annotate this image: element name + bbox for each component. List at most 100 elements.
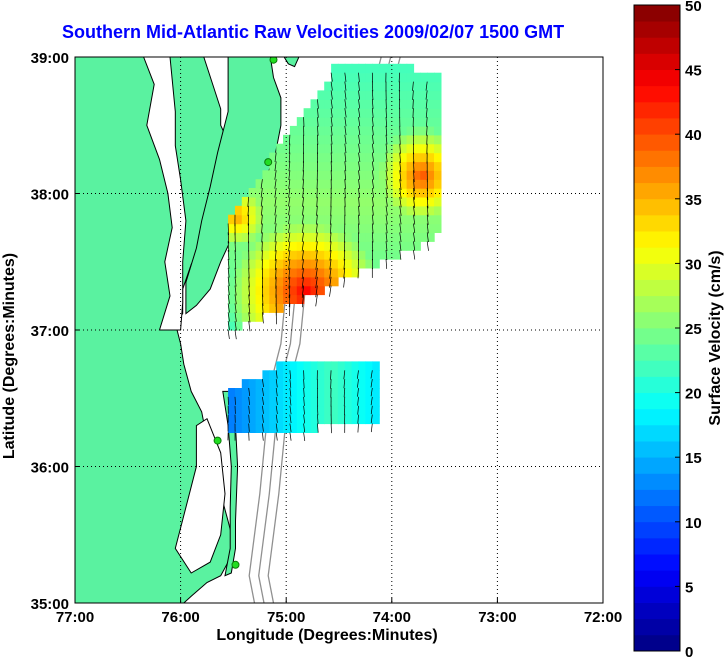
colorbar-segment xyxy=(634,441,680,458)
velocity-arrow xyxy=(358,143,361,153)
velocity-cell xyxy=(399,241,408,251)
velocity-arrow xyxy=(302,196,304,207)
velocity-arrow xyxy=(413,196,416,209)
velocity-arrow xyxy=(317,117,319,127)
velocity-arrow xyxy=(227,241,230,252)
velocity-arrow xyxy=(288,187,291,198)
velocity-cell xyxy=(317,396,325,407)
velocity-arrow xyxy=(385,196,388,207)
velocity-cell xyxy=(399,81,408,92)
velocity-arrow xyxy=(248,285,250,297)
velocity-arrow xyxy=(248,414,250,423)
velocity-arrow xyxy=(275,423,278,432)
velocity-arrow xyxy=(357,405,359,415)
velocity-cell xyxy=(331,108,339,118)
velocity-cell xyxy=(392,223,401,233)
velocity-arrow xyxy=(371,170,374,180)
colorbar-segment xyxy=(634,263,680,280)
velocity-cell xyxy=(276,361,284,371)
velocity-arrow xyxy=(413,250,416,260)
velocity-arrow xyxy=(288,267,291,280)
velocity-cell xyxy=(289,405,298,416)
velocity-arrow xyxy=(399,152,401,164)
velocity-cell xyxy=(296,125,305,136)
velocity-cell xyxy=(283,396,291,407)
velocity-arrow xyxy=(385,205,388,216)
grid-layer xyxy=(75,57,603,603)
velocity-cell xyxy=(310,143,318,154)
velocity-cell xyxy=(303,108,312,118)
velocity-arrow xyxy=(247,205,250,217)
velocity-cell xyxy=(372,72,380,83)
velocity-cell xyxy=(331,179,339,189)
velocity-cell xyxy=(365,108,373,118)
velocity-cell xyxy=(296,241,305,251)
velocity-cell xyxy=(255,259,264,269)
velocity-cell xyxy=(337,63,346,74)
velocity-cell xyxy=(324,196,332,207)
velocity-arrow xyxy=(289,423,292,432)
chart-title: Southern Mid-Atlantic Raw Velocities 200… xyxy=(62,22,565,42)
velocity-cell xyxy=(324,99,332,109)
velocity-cell xyxy=(344,214,353,225)
velocity-cell xyxy=(310,179,318,189)
colorbar-segment xyxy=(634,489,680,507)
velocity-cell xyxy=(434,125,442,136)
velocity-cell xyxy=(427,134,435,145)
velocity-cell xyxy=(372,117,380,127)
velocity-arrow xyxy=(288,161,291,172)
velocity-cell xyxy=(241,285,250,296)
velocity-cell xyxy=(420,205,428,216)
velocity-arrow xyxy=(385,223,388,234)
velocity-cell xyxy=(324,379,332,389)
velocity-cell xyxy=(296,250,305,260)
velocity-cell xyxy=(358,63,366,74)
velocity-arrow xyxy=(315,285,318,298)
velocity-cell xyxy=(228,312,236,322)
velocity-arrow xyxy=(426,232,429,243)
velocity-cell xyxy=(392,196,401,207)
velocity-cell xyxy=(276,259,284,269)
velocity-cell xyxy=(337,99,346,109)
velocity-arrow xyxy=(358,214,360,225)
velocity-cell xyxy=(358,232,366,242)
velocity-cell xyxy=(310,285,318,296)
velocity-cell xyxy=(406,161,415,171)
velocity-cell xyxy=(248,241,257,251)
velocity-cell xyxy=(392,81,401,92)
velocity-arrow xyxy=(413,152,415,164)
velocity-arrow xyxy=(412,81,414,91)
velocity-arrow xyxy=(317,99,319,109)
velocity-arrow xyxy=(303,396,305,406)
velocity-cell xyxy=(296,414,305,425)
velocity-cell xyxy=(303,267,312,278)
velocity-cell xyxy=(289,134,298,145)
velocity-cell xyxy=(420,196,428,207)
velocity-cell xyxy=(317,223,325,233)
velocity-arrow xyxy=(356,370,359,379)
velocity-cell xyxy=(399,99,408,109)
velocity-arrow xyxy=(274,232,277,243)
velocity-cell xyxy=(228,241,236,251)
velocity-cell xyxy=(289,423,298,433)
velocity-cell xyxy=(317,170,325,180)
velocity-cell xyxy=(358,99,366,109)
colorbar-segment xyxy=(634,85,680,103)
velocity-arrow xyxy=(399,179,402,191)
velocity-cell xyxy=(276,405,284,416)
velocity-cell xyxy=(228,267,236,278)
velocity-arrow xyxy=(385,232,388,243)
velocity-cell xyxy=(262,303,270,313)
velocity-arrow xyxy=(385,250,388,261)
velocity-arrow xyxy=(262,414,264,423)
velocity-cell xyxy=(331,205,339,216)
velocity-cell xyxy=(241,214,250,225)
velocity-cell xyxy=(365,152,373,163)
velocity-arrow xyxy=(344,170,347,181)
colorbar-segment xyxy=(634,214,680,232)
y-tick-label: 38:00 xyxy=(31,187,69,204)
velocity-arrow xyxy=(261,232,263,243)
colorbar-segment xyxy=(634,182,680,200)
velocity-cell xyxy=(303,414,312,425)
velocity-cell xyxy=(365,379,373,389)
